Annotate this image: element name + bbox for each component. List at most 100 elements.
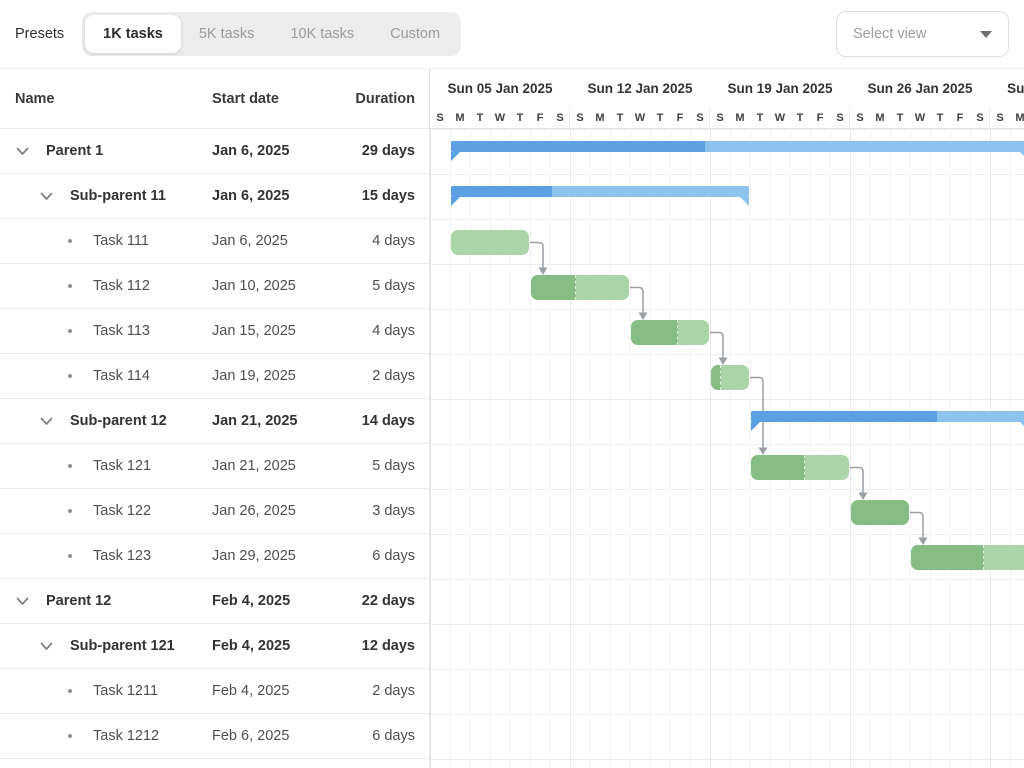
task-duration: 22 days [361, 593, 415, 609]
timeline-day-letter: S [696, 112, 704, 124]
task-table: Name Start date Duration Parent 1 Jan 6, … [0, 69, 430, 768]
task-start-date: Jan 6, 2025 [212, 188, 290, 204]
task-bar[interactable] [631, 320, 709, 345]
summary-bar-end-cap [451, 152, 460, 161]
table-row[interactable]: Parent 1 Jan 6, 2025 29 days [0, 129, 429, 174]
tab-custom[interactable]: Custom [390, 26, 441, 42]
task-name: Task 1212 [93, 728, 160, 744]
summary-bar-end-cap [1020, 422, 1024, 431]
bullet-icon [68, 734, 72, 738]
chevron-down-icon[interactable] [40, 192, 53, 201]
table-row[interactable]: Task 123 Jan 29, 2025 6 days [0, 534, 429, 579]
timeline-day-letter: S [976, 112, 984, 124]
task-duration: 3 days [372, 503, 415, 519]
summary-progress [751, 411, 938, 422]
timeline-day-letter: W [774, 112, 786, 124]
chevron-down-icon[interactable] [40, 642, 53, 651]
gantt-widget: Name Start date Duration Parent 1 Jan 6, … [0, 68, 1024, 768]
timeline-week-label: Sun 02 Feb 2025 [1007, 80, 1024, 96]
timeline-day-letter: M [735, 112, 745, 124]
table-header: Name Start date Duration [0, 69, 429, 129]
task-name: Task 111 [93, 233, 149, 249]
timeline-day-letter: T [936, 112, 944, 124]
table-row[interactable]: Task 1211 Feb 4, 2025 2 days [0, 669, 429, 714]
task-name: Task 121 [93, 458, 152, 474]
summary-bar-end-cap [740, 197, 749, 206]
table-row[interactable]: Parent 12 Feb 4, 2025 22 days [0, 579, 429, 624]
timeline-day-letter: T [656, 112, 664, 124]
chevron-down-icon[interactable] [16, 597, 29, 606]
task-duration: 14 days [361, 413, 415, 429]
table-row[interactable]: Task 122 Jan 26, 2025 3 days [0, 489, 429, 534]
timeline-day-letter: F [536, 112, 544, 124]
task-start-date: Jan 15, 2025 [212, 323, 296, 339]
timeline-day-letter: F [956, 112, 964, 124]
bullet-icon [68, 509, 72, 513]
timeline-day-letter: S [576, 112, 584, 124]
summary-progress [451, 186, 553, 197]
timeline-day-letter: T [516, 112, 524, 124]
task-bar[interactable] [851, 500, 909, 525]
summary-bar[interactable] [451, 186, 749, 206]
task-duration: 2 days [372, 683, 415, 699]
tab-1k-tasks[interactable]: 1K tasks [85, 15, 181, 53]
table-row[interactable]: Sub-parent 12 Jan 21, 2025 14 days [0, 399, 429, 444]
tab-10k-tasks[interactable]: 10K tasks [290, 26, 355, 42]
task-duration: 5 days [372, 278, 415, 294]
task-start-date: Jan 26, 2025 [212, 503, 296, 519]
timeline-week-label: Sun 26 Jan 2025 [867, 80, 973, 96]
task-bar[interactable] [531, 275, 629, 300]
table-rows: Parent 1 Jan 6, 2025 29 days Sub-parent 11 J… [0, 129, 429, 759]
bullet-icon [68, 239, 72, 243]
tab-5k-tasks[interactable]: 5K tasks [198, 26, 255, 42]
link-arrows [530, 241, 928, 545]
task-bar[interactable] [911, 545, 1024, 570]
task-name: Sub-parent 11 [70, 188, 166, 204]
table-row[interactable]: Task 121 Jan 21, 2025 5 days [0, 444, 429, 489]
table-row[interactable]: Sub-parent 121 Feb 4, 2025 12 days [0, 624, 429, 669]
timeline-day-letter: T [896, 112, 904, 124]
task-progress [711, 365, 722, 390]
task-start-date: Jan 29, 2025 [212, 548, 296, 564]
table-row[interactable]: Task 114 Jan 19, 2025 2 days [0, 354, 429, 399]
task-bar[interactable] [751, 455, 849, 480]
table-row[interactable]: Task 1212 Feb 6, 2025 6 days [0, 714, 429, 759]
column-header-start-date: Start date [212, 90, 279, 107]
timeline-day-letter: T [476, 112, 484, 124]
chevron-down-icon[interactable] [16, 147, 29, 156]
task-progress [531, 275, 577, 300]
task-bar[interactable] [711, 365, 749, 390]
chart-body[interactable] [430, 129, 1024, 768]
timeline-day-letter: M [1015, 112, 1024, 124]
task-start-date: Feb 4, 2025 [212, 593, 291, 609]
table-row[interactable]: Task 113 Jan 15, 2025 4 days [0, 309, 429, 354]
task-duration: 5 days [372, 458, 415, 474]
task-start-date: Jan 19, 2025 [212, 368, 296, 384]
timeline-day-letter: W [494, 112, 506, 124]
task-name: Parent 1 [46, 143, 104, 159]
task-duration: 2 days [372, 368, 415, 384]
table-row[interactable]: Task 112 Jan 10, 2025 5 days [0, 264, 429, 309]
task-bar[interactable] [451, 230, 529, 255]
task-progress [751, 455, 805, 480]
select-view-dropdown[interactable]: Select view [836, 11, 1009, 57]
task-duration: 12 days [361, 638, 415, 654]
task-start-date: Jan 21, 2025 [212, 458, 296, 474]
task-progress [851, 500, 909, 525]
task-name: Task 112 [93, 278, 150, 294]
summary-bar[interactable] [751, 411, 1024, 431]
gantt-chart: Sun 05 Jan 2025 Sun 12 Jan 2025 Sun 19 Jan… [430, 69, 1024, 768]
task-progress [911, 545, 985, 570]
timeline-day-letter: F [816, 112, 824, 124]
timeline-day-letter: M [455, 112, 465, 124]
task-name: Task 122 [93, 503, 152, 519]
timeline-day-letter: S [836, 112, 844, 124]
bullet-icon [68, 284, 72, 288]
chevron-down-icon[interactable] [40, 417, 53, 426]
table-row[interactable]: Sub-parent 11 Jan 6, 2025 15 days [0, 174, 429, 219]
task-name: Task 1211 [93, 683, 159, 699]
summary-bar[interactable] [451, 141, 1024, 161]
table-row[interactable]: Task 111 Jan 6, 2025 4 days [0, 219, 429, 264]
task-start-date: Feb 4, 2025 [212, 638, 291, 654]
summary-bar-end-cap [1020, 152, 1024, 161]
